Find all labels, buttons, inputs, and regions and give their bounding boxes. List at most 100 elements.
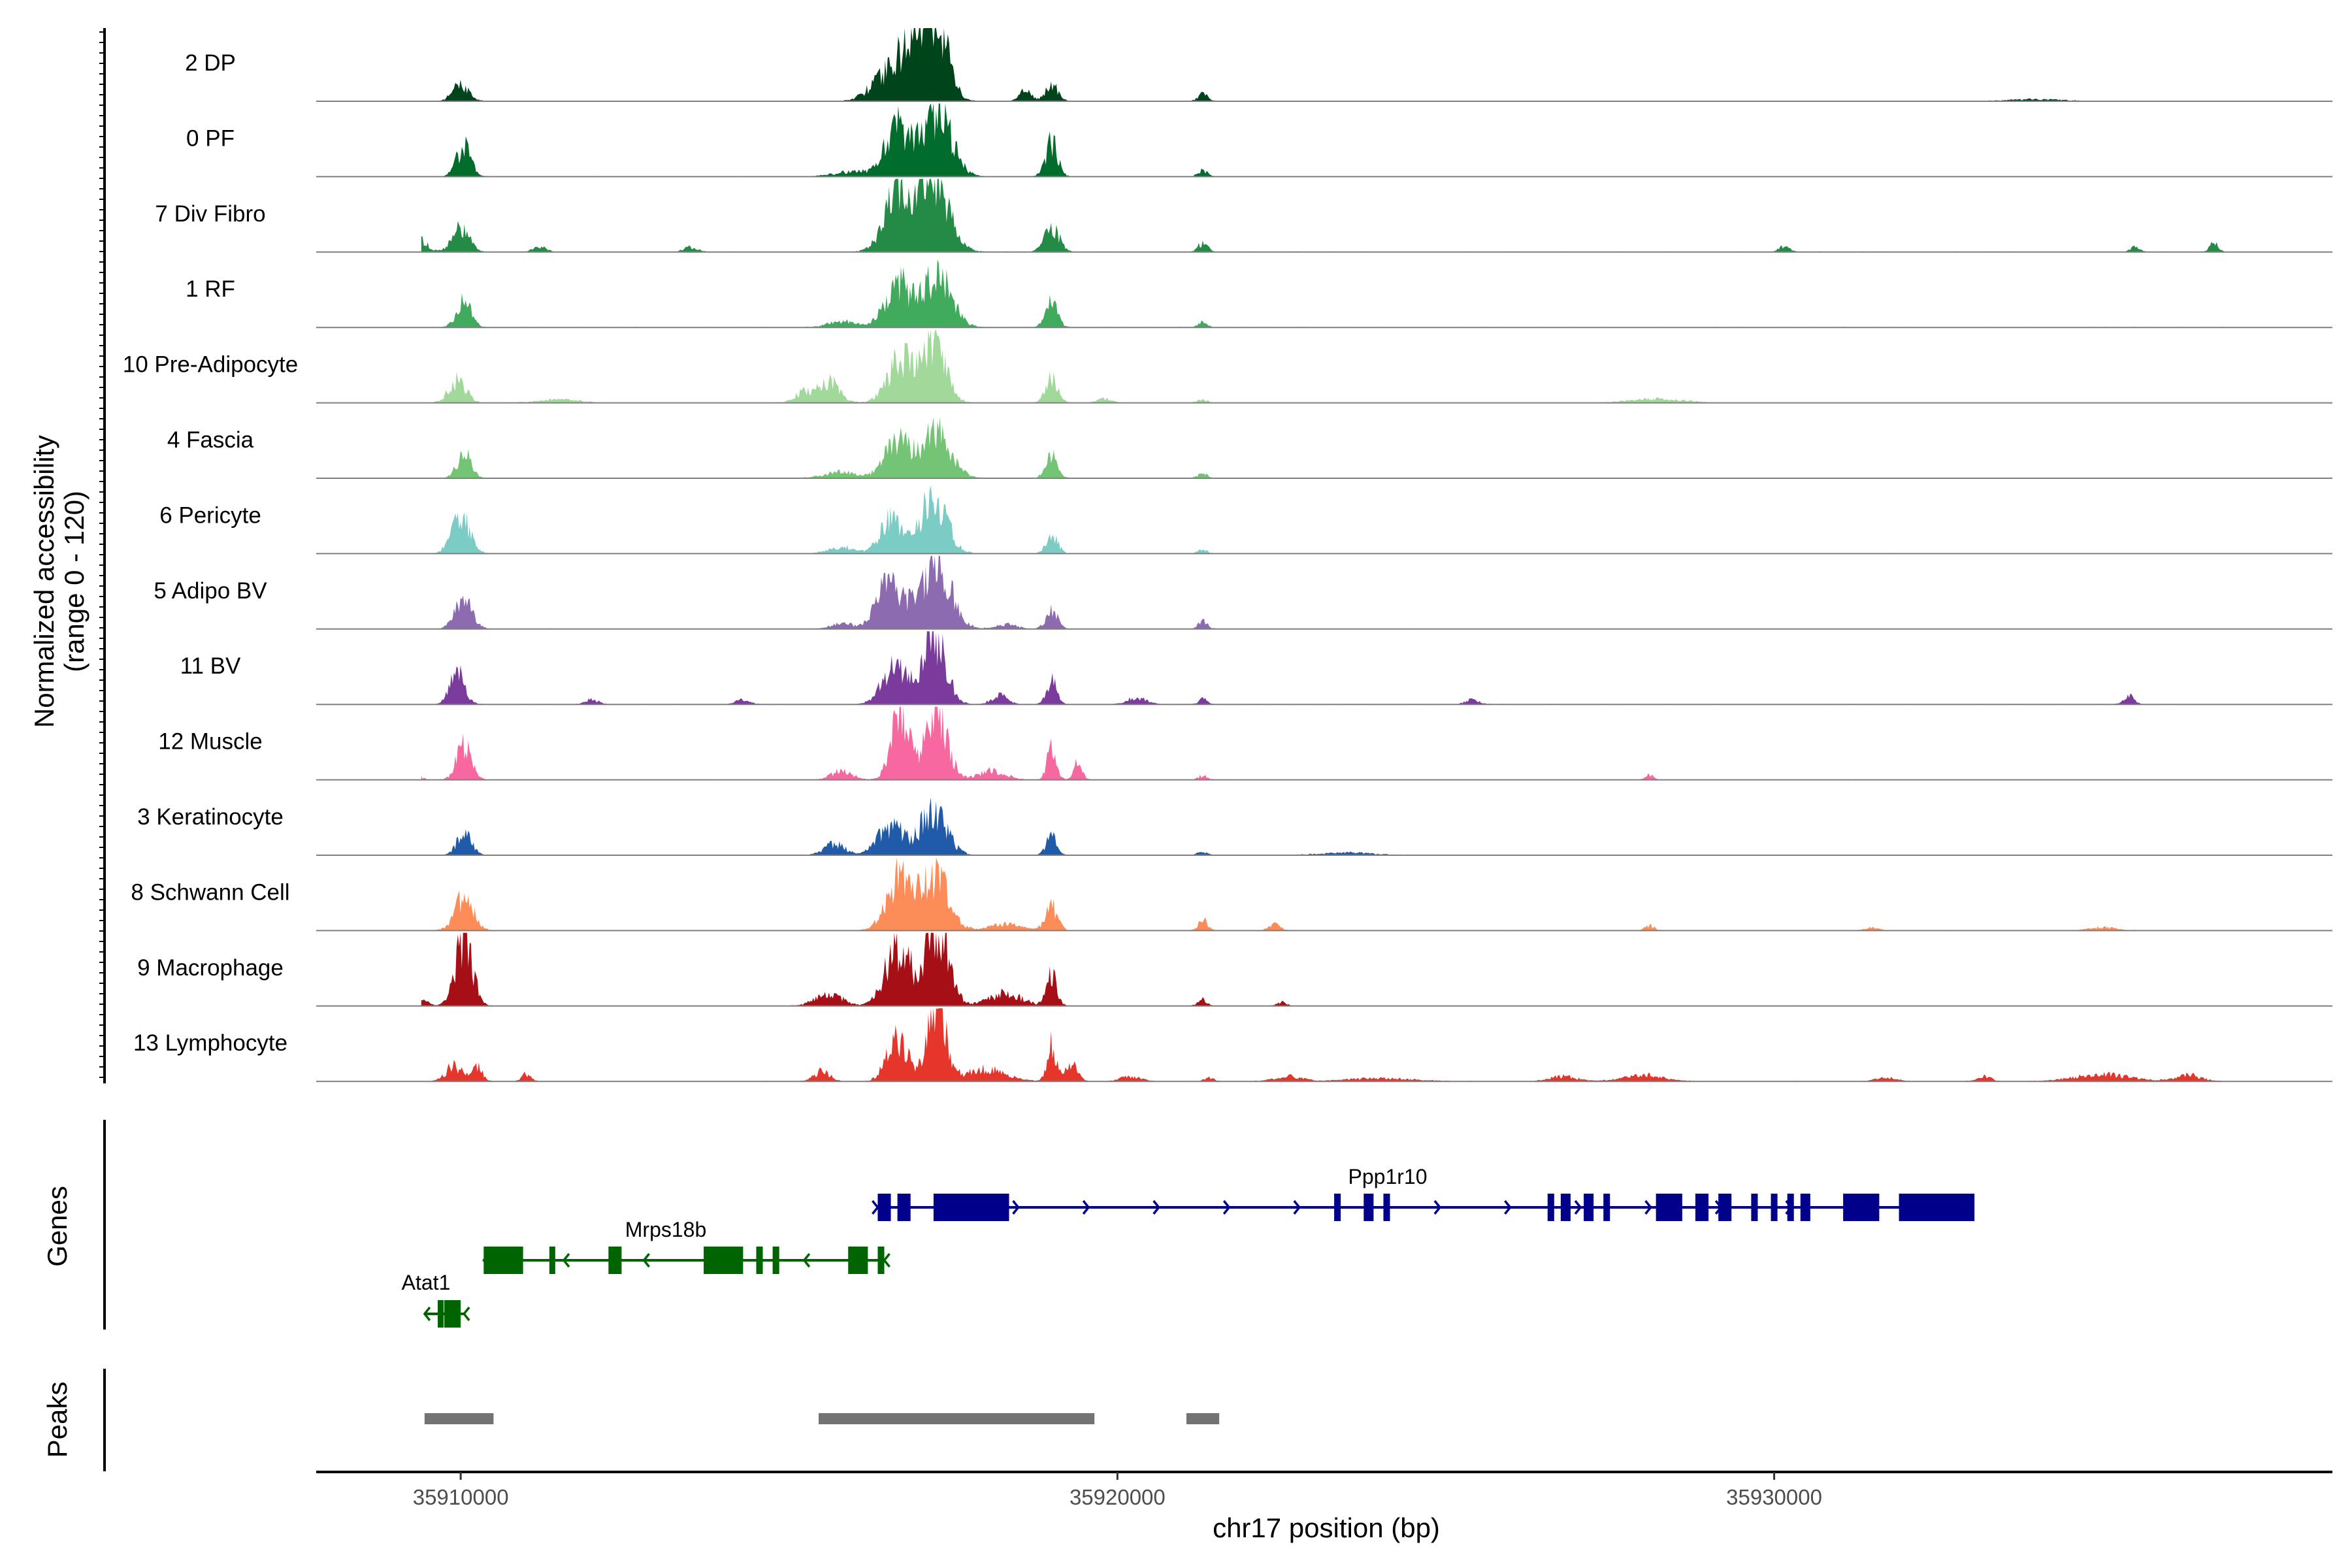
track-0-pf: 0 PF [186,103,2332,178]
track-label: 9 Macrophage [137,955,284,981]
gene-exon [1584,1194,1594,1221]
track-3-keratinocyte: 3 Keratinocyte [137,797,2332,856]
gene-exon [1751,1194,1758,1221]
track-4-fascia: 4 Fascia [167,417,2332,479]
gene-exon [1547,1194,1554,1221]
gene-exon [1787,1194,1794,1221]
track-label: 4 Fascia [167,427,254,453]
strand-arrow [1012,1200,1020,1215]
strand-arrow [562,1252,570,1268]
track-label: 0 PF [186,125,235,151]
gene-exon [933,1194,1009,1221]
track-label: 1 RF [186,276,235,302]
x-axis-title: chr17 position (bp) [1213,1512,1440,1543]
track-8-schwann-cell: 8 Schwann Cell [131,857,2332,932]
gene-exon [848,1247,868,1274]
strand-arrow [872,1200,879,1215]
strand-arrow [1082,1200,1090,1215]
track-label: 2 DP [185,50,236,76]
gene-exon [1718,1194,1732,1221]
gene-exon [877,1194,891,1221]
gene-label: Mrps18b [625,1218,707,1241]
gene-exon [897,1194,911,1221]
strand-arrow [883,1252,890,1268]
y-axis-title-line-2: (range 0 - 120) [59,491,90,672]
gene-exon [1364,1194,1374,1221]
track-label: 5 Adipo BV [154,578,267,604]
track-7-div-fibro: 7 Div Fibro [155,178,2332,253]
strand-arrow [423,1306,431,1322]
track-11-bv: 11 BV [180,631,2332,706]
gene-exon [877,1247,885,1274]
gene-exon [483,1247,523,1274]
track-label: 12 Muscle [158,729,263,755]
track-13-lymphocyte: 13 Lymphocyte [133,1008,2332,1083]
gene-exon [704,1247,743,1274]
gene-label: Atat1 [402,1271,451,1294]
genes-track-title: Genes [42,1186,73,1267]
gene-mrps18b: Mrps18b [482,1218,890,1274]
track-1-rf: 1 RF [186,259,2332,329]
coverage-area [421,28,2228,101]
strand-arrow [1574,1200,1582,1215]
track-10-pre-adipocyte: 10 Pre-Adipocyte [123,329,2332,404]
coverage-area [421,555,2228,629]
track-label: 11 BV [180,653,241,679]
peak-track [424,1413,1220,1424]
peaks-track-title: Peaks [42,1382,73,1458]
track-label: 6 Pericyte [159,502,261,528]
gene-exon [1800,1194,1810,1221]
gene-exon [1334,1194,1341,1221]
coverage-area [421,797,2228,855]
x-tick-label: 35910000 [413,1485,509,1509]
track-12-muscle: 12 Muscle [158,706,2332,781]
coverage-area [421,417,2228,478]
gene-exon [1560,1194,1571,1221]
strand-arrow [462,1306,470,1322]
peak-region [424,1413,494,1424]
gene-exon [756,1247,763,1274]
strand-arrow [1504,1200,1512,1215]
strand-arrow [1433,1200,1442,1215]
track-label: 3 Keratinocyte [137,804,284,830]
track-9-macrophage: 9 Macrophage [137,932,2332,1007]
gene-exon [1843,1194,1880,1221]
coverage-area [421,259,2228,328]
gene-atat1: Atat1 [402,1271,470,1328]
coverage-tracks: 2 DP 0 PF 7 Div Fibro 1 RF 10 Pre-Adipocyte 4… [123,28,2332,1083]
track-6-pericyte: 6 Pericyte [159,485,2332,555]
coverage-area [421,178,2228,252]
strand-arrow [802,1252,811,1268]
peak-region [1186,1413,1220,1424]
coverage-area [421,1008,2228,1082]
gene-exon [608,1247,622,1274]
gene-exon [437,1300,444,1328]
gene-exon [1656,1194,1682,1221]
strand-arrow [1152,1200,1160,1215]
peak-region [818,1413,1095,1424]
gene-label: Ppp1r10 [1348,1165,1428,1188]
gene-exon [1603,1194,1610,1221]
coverage-area [421,485,2228,554]
axes: 35910000 35920000 35930000 [99,28,2332,1509]
gene-exon [1771,1194,1778,1221]
y-axis-title-line-1: Normalized accessibility [29,435,59,728]
track-label: 8 Schwann Cell [131,879,289,905]
gene-exon [549,1247,555,1274]
strand-arrow [1293,1200,1301,1215]
gene-exon [1383,1194,1390,1221]
coverage-area [421,932,2228,1006]
gene-exon [444,1300,461,1328]
gene-exon [1899,1194,1975,1221]
coverage-area [421,103,2228,177]
track-label: 13 Lymphocyte [133,1030,287,1056]
track-label: 10 Pre-Adipocyte [123,352,298,378]
gene-exon [1695,1194,1709,1221]
strand-arrow [1644,1200,1652,1215]
strand-arrow [1222,1200,1231,1215]
gene-annotation-track: Ppp1r10 Mrps18b Atat1 [402,1165,1975,1328]
x-tick-label: 35920000 [1070,1485,1166,1509]
track-2-dp: 2 DP [185,28,2332,102]
track-label: 7 Div Fibro [155,201,265,227]
